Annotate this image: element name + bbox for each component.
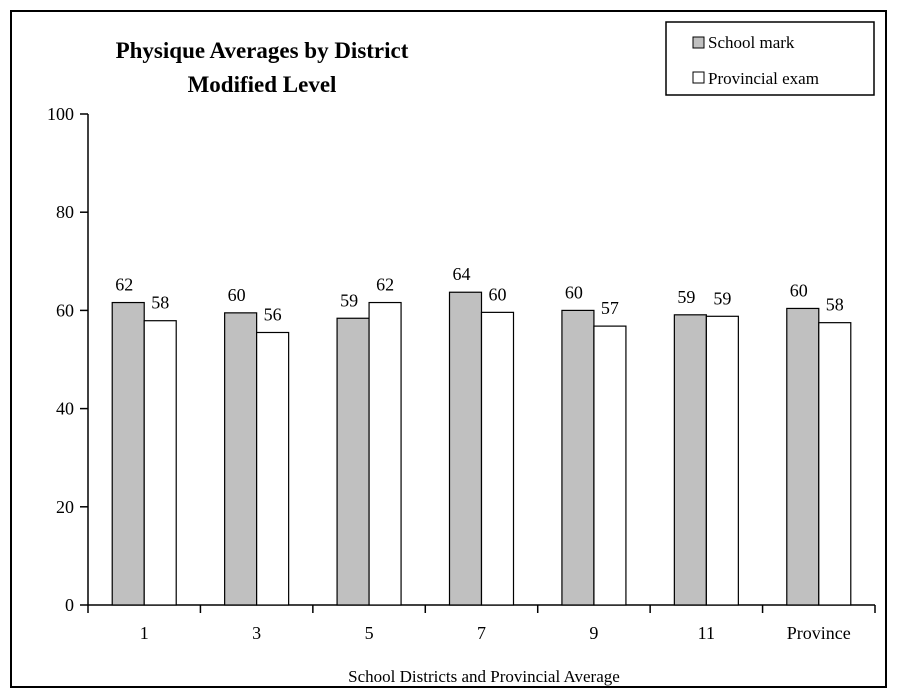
- bar-school-mark: [224, 312, 258, 606]
- value-label-provincial-exam: 58: [826, 295, 844, 315]
- x-tick-label: 9: [589, 623, 598, 643]
- value-label-provincial-exam: 58: [151, 293, 169, 313]
- value-label-provincial-exam: 56: [264, 304, 282, 324]
- value-label-provincial-exam: 57: [601, 298, 619, 318]
- legend-swatch-provincial-exam: [692, 71, 705, 84]
- x-axis-label: School Districts and Provincial Average: [348, 667, 620, 686]
- legend-label-school-mark: School mark: [708, 33, 795, 52]
- bar-school-mark: [336, 317, 370, 606]
- x-tick-label: Province: [787, 623, 851, 643]
- bar-provincial-exam: [368, 301, 402, 606]
- bar-school-mark: [786, 307, 820, 606]
- legend: School mark Provincial exam: [665, 21, 875, 96]
- y-tick-label: 20: [56, 497, 74, 517]
- x-tick-label: 3: [252, 623, 261, 643]
- bar-provincial-exam: [818, 322, 852, 606]
- value-label-school-mark: 64: [453, 264, 471, 284]
- y-axis-ticks: 0 20 40 60 80 100: [47, 104, 88, 615]
- value-label-school-mark: 60: [790, 280, 808, 300]
- x-tick-label: 1: [140, 623, 149, 643]
- y-tick-label: 60: [56, 300, 74, 320]
- y-tick-label: 80: [56, 202, 74, 222]
- y-tick-label: 40: [56, 399, 74, 419]
- chart-title-line-2: Modified Level: [188, 72, 337, 97]
- bars-group: [111, 291, 852, 606]
- legend-label-provincial-exam: Provincial exam: [708, 69, 819, 88]
- bar-provincial-exam: [593, 325, 627, 606]
- value-label-provincial-exam: 59: [713, 288, 731, 308]
- value-label-provincial-exam: 60: [489, 284, 507, 304]
- chart-title-line-1: Physique Averages by District: [116, 38, 409, 63]
- bar-provincial-exam: [256, 331, 290, 606]
- bar-provincial-exam: [705, 315, 739, 606]
- legend-swatch-school-mark: [692, 36, 705, 49]
- y-tick-label: 0: [65, 595, 74, 615]
- bar-provincial-exam: [143, 320, 177, 606]
- value-label-provincial-exam: 62: [376, 275, 394, 295]
- x-tick-label: 5: [365, 623, 374, 643]
- value-labels-group: 62 60 59 64 60 59 60 58 56 62 60 57 59 58: [115, 264, 844, 324]
- bar-school-mark: [448, 291, 483, 606]
- y-tick-label: 100: [47, 104, 74, 124]
- value-label-school-mark: 59: [677, 287, 695, 307]
- bar-provincial-exam: [480, 311, 515, 606]
- value-label-school-mark: 60: [565, 282, 583, 302]
- bar-school-mark: [111, 301, 145, 606]
- value-label-school-mark: 60: [228, 285, 246, 305]
- value-label-school-mark: 62: [115, 275, 133, 295]
- x-tick-label: 11: [698, 623, 715, 643]
- bar-school-mark: [561, 309, 595, 606]
- bar-school-mark: [673, 314, 707, 606]
- x-axis-ticks: 1 3 5 7 9 11 Province: [87, 605, 876, 643]
- chart-frame: [10, 10, 887, 688]
- value-label-school-mark: 59: [340, 290, 358, 310]
- x-tick-label: 7: [477, 623, 486, 643]
